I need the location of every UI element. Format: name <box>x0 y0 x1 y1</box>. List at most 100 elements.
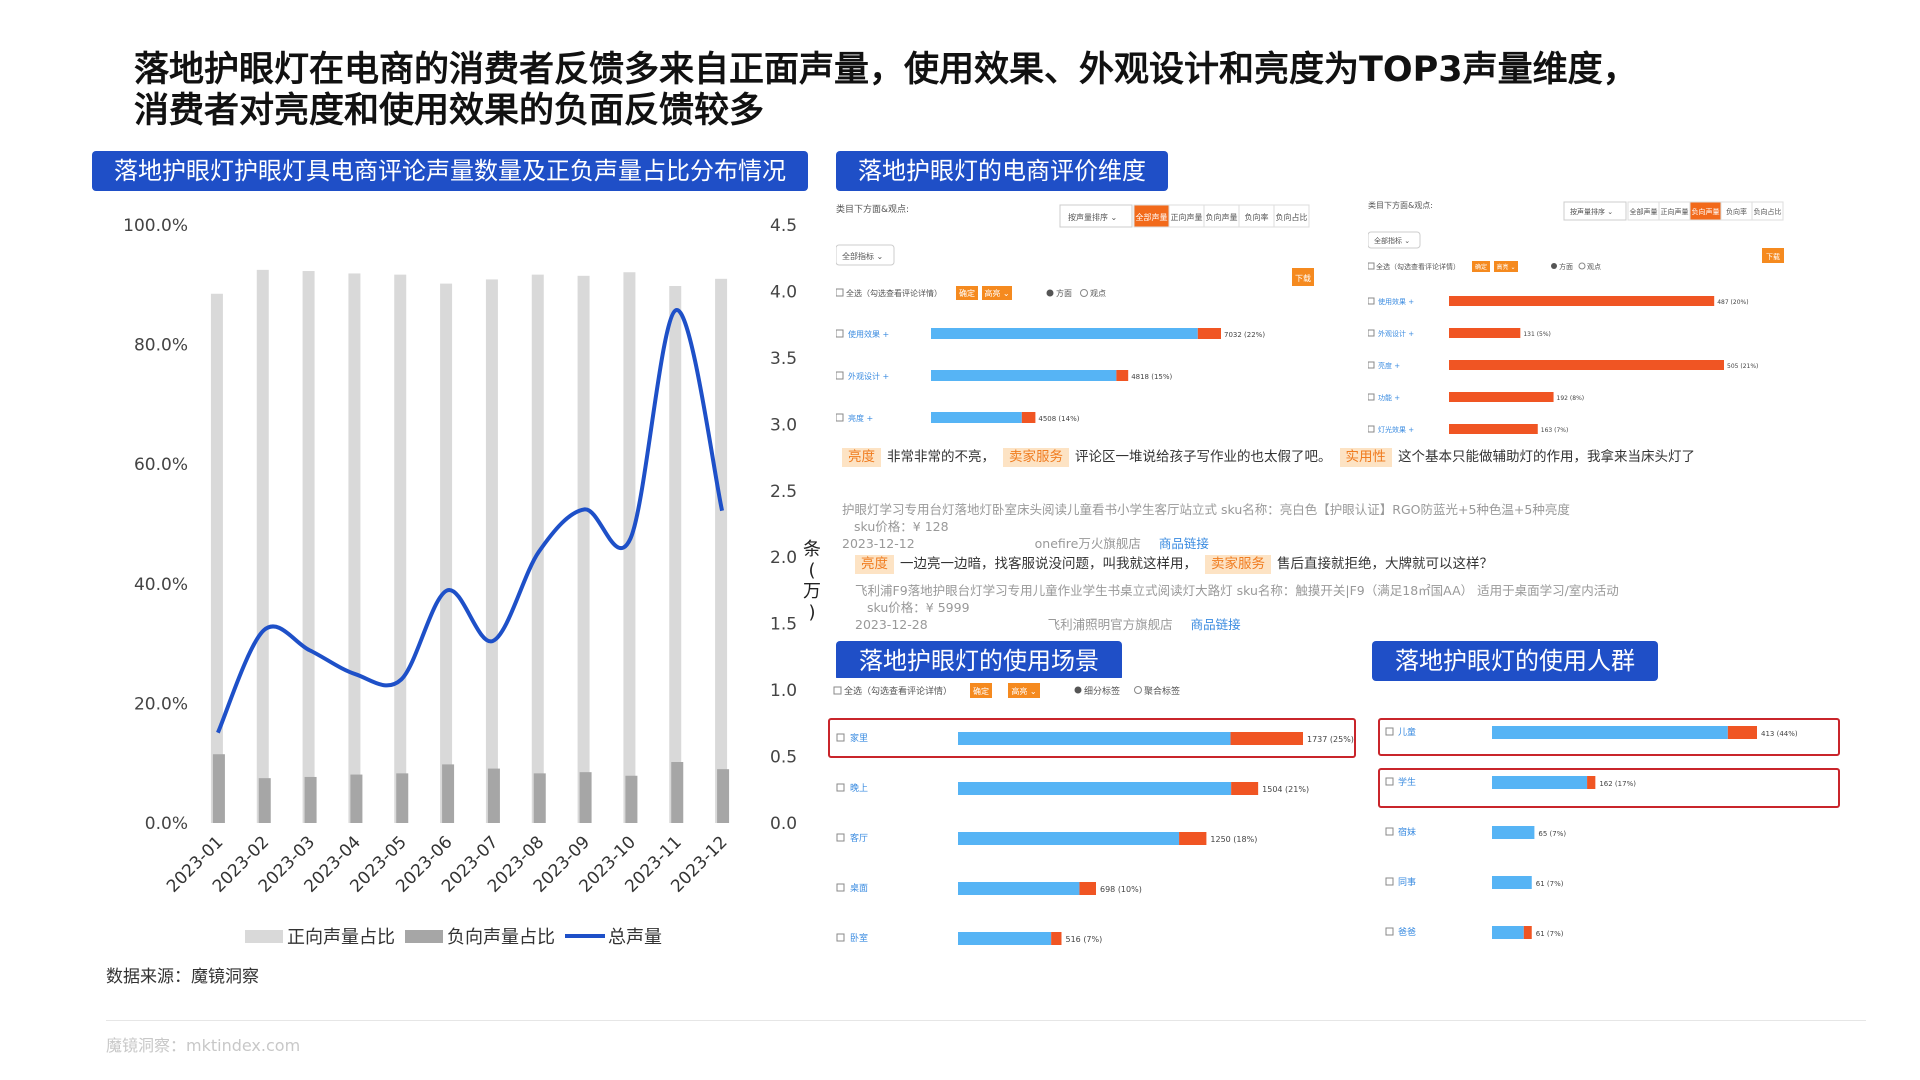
y-tick-label: 100.0% <box>123 216 188 236</box>
y2-tick-label: 4.5 <box>770 216 797 236</box>
row-checkbox[interactable] <box>1385 827 1394 836</box>
dimension-label[interactable]: 灯光效果 + <box>1378 425 1414 434</box>
dimension-value: 4818 (15%) <box>1131 373 1172 381</box>
review-tag[interactable]: 亮度 <box>855 555 894 574</box>
review-product-info: 护眼灯学习专用台灯落地灯卧室床头阅读儿童看书小学生客厅站立式 sku名称：亮白色… <box>842 502 1570 517</box>
bar-negative <box>396 773 409 823</box>
review-segment-text: 这个基本只能做辅助灯的作用，我拿来当床头灯了 <box>1398 449 1695 465</box>
radio-opinion[interactable] <box>1578 262 1586 270</box>
select-all-checkbox[interactable] <box>835 288 844 297</box>
confirm-button[interactable] <box>970 683 992 698</box>
download-button[interactable] <box>1762 248 1784 263</box>
product-link[interactable]: 商品链接 <box>1190 617 1241 632</box>
scene-label[interactable]: 客厅 <box>850 832 868 844</box>
row-checkbox[interactable] <box>836 883 845 892</box>
scene-label[interactable]: 桌面 <box>850 882 868 894</box>
chart-plot-area: 0.0% 20.0% 40.0% 60.0% 80.0% 100.0% 0.0 0.5 1.0 1… <box>123 216 820 948</box>
review-tag[interactable]: 卖家服务 <box>1205 555 1271 574</box>
product-link[interactable]: 商品链接 <box>1158 536 1209 551</box>
dimension-label[interactable]: 亮度 + <box>1378 361 1400 370</box>
review-shop: 飞利浦照明官方旗舰店 <box>1047 617 1173 632</box>
select-all-checkbox[interactable] <box>833 686 842 695</box>
download-button[interactable] <box>1292 268 1314 286</box>
row-checkbox[interactable] <box>1385 727 1394 736</box>
radio-aspect[interactable] <box>1046 289 1054 297</box>
dimension-label[interactable]: 功能 + <box>1378 393 1400 402</box>
dimension-label[interactable]: 外观设计 + <box>848 371 889 381</box>
select-all-checkbox[interactable] <box>1367 262 1375 270</box>
crowd-label[interactable]: 学生 <box>1398 776 1416 788</box>
row-checkbox[interactable] <box>1367 329 1375 337</box>
dimension-label[interactable]: 使用效果 + <box>848 329 889 339</box>
crowd-label[interactable]: 爸爸 <box>1398 926 1416 938</box>
legend-swatch-negative <box>405 930 443 943</box>
sort-dropdown[interactable] <box>1563 201 1627 221</box>
row-checkbox[interactable] <box>835 371 844 380</box>
confirm-button-label: 确定 <box>1475 263 1487 271</box>
radio-opinion[interactable] <box>1080 289 1088 297</box>
row-checkbox[interactable] <box>1367 361 1375 369</box>
dimension-label[interactable]: 使用效果 + <box>1378 297 1414 306</box>
bar-negative <box>717 769 730 823</box>
download-button-label: 下载 <box>1295 273 1311 283</box>
bar-positive <box>623 272 636 823</box>
bar-positive-segment <box>958 932 1052 945</box>
dimension-label[interactable]: 外观设计 + <box>1378 329 1414 338</box>
scope-dropdown[interactable] <box>835 244 895 266</box>
radio-detail-tag-label: 细分标签 <box>1084 685 1120 697</box>
bar-positive-segment <box>931 370 1117 381</box>
scene-label[interactable]: 晚上 <box>850 783 868 794</box>
scene-label[interactable]: 家里 <box>850 732 868 744</box>
row-checkbox[interactable] <box>835 413 844 422</box>
row-checkbox[interactable] <box>1367 297 1375 305</box>
row-checkbox[interactable] <box>836 833 845 842</box>
row-checkbox[interactable] <box>1367 393 1375 401</box>
review-tag[interactable]: 亮度 <box>842 448 881 467</box>
scope-dropdown[interactable] <box>1367 231 1421 249</box>
highlight-box-home <box>828 718 1356 758</box>
review-date-shop: 2023-12-12 onefire万火旗舰店 商品链接 <box>842 534 1209 553</box>
radio-aggregate-tag[interactable] <box>1134 686 1142 694</box>
crowd-label[interactable]: 宿妹 <box>1398 826 1416 838</box>
row-checkbox[interactable] <box>1367 425 1375 433</box>
row-checkbox[interactable] <box>836 933 845 942</box>
row-checkbox[interactable] <box>836 783 845 792</box>
dimension-tab[interactable] <box>1751 201 1784 221</box>
title-line-1: 落地护眼灯在电商的消费者反馈多来自正面声量，使用效果、外观设计和亮度为TOP3声… <box>134 50 1638 90</box>
bar-negative-segment <box>1449 296 1715 306</box>
confirm-button[interactable] <box>1472 261 1490 272</box>
scope-dropdown-label: 全部指标 ⌄ <box>1374 236 1410 245</box>
highlight-button[interactable] <box>1494 261 1518 272</box>
highlight-button[interactable] <box>982 286 1012 300</box>
review-tag[interactable]: 卖家服务 <box>1003 448 1069 467</box>
bar-positive <box>302 271 315 823</box>
review-text: 亮度 非常非常的不亮， 卖家服务 评论区一堆说给孩子写作业的也太假了吧。 实用性 这个基本… <box>842 448 1772 467</box>
review-date: 2023-12-28 <box>855 617 928 632</box>
row-checkbox[interactable] <box>835 329 844 338</box>
review-shop: onefire万火旗舰店 <box>1034 536 1141 551</box>
row-checkbox[interactable] <box>1385 927 1394 936</box>
row-checkbox[interactable] <box>836 733 845 742</box>
row-checkbox[interactable] <box>1385 877 1394 886</box>
highlight-button-label: 高亮 ⌄ <box>1497 263 1516 271</box>
row-checkbox[interactable] <box>1385 777 1394 786</box>
bar-negative-segment <box>1051 932 1062 945</box>
y2-tick-label: 0.5 <box>770 748 797 768</box>
bar-negative <box>579 772 592 823</box>
radio-aspect[interactable] <box>1551 263 1557 269</box>
crowd-label[interactable]: 儿童 <box>1398 726 1416 738</box>
crowd-label[interactable]: 同事 <box>1398 876 1416 888</box>
highlight-button[interactable] <box>1008 683 1040 698</box>
section-scene-title: 落地护眼灯的使用场景 <box>836 641 1122 681</box>
review-segment-text: 评论区一堆说给孩子写作业的也太假了吧。 <box>1075 449 1332 465</box>
dimension-tab[interactable] <box>1273 204 1310 228</box>
footer-text: 魔镜洞察：mktindex.com <box>106 1036 301 1055</box>
radio-detail-tag[interactable] <box>1074 686 1082 694</box>
section-dimension-title: 落地护眼灯的电商评价维度 <box>836 151 1168 191</box>
dimension-label[interactable]: 亮度 + <box>848 413 873 423</box>
scene-label[interactable]: 卧室 <box>850 932 868 944</box>
sort-dropdown[interactable] <box>1059 204 1133 228</box>
crowd-value: 61 (7%) <box>1536 880 1564 888</box>
confirm-button[interactable] <box>956 286 978 300</box>
review-tag[interactable]: 实用性 <box>1339 448 1392 467</box>
